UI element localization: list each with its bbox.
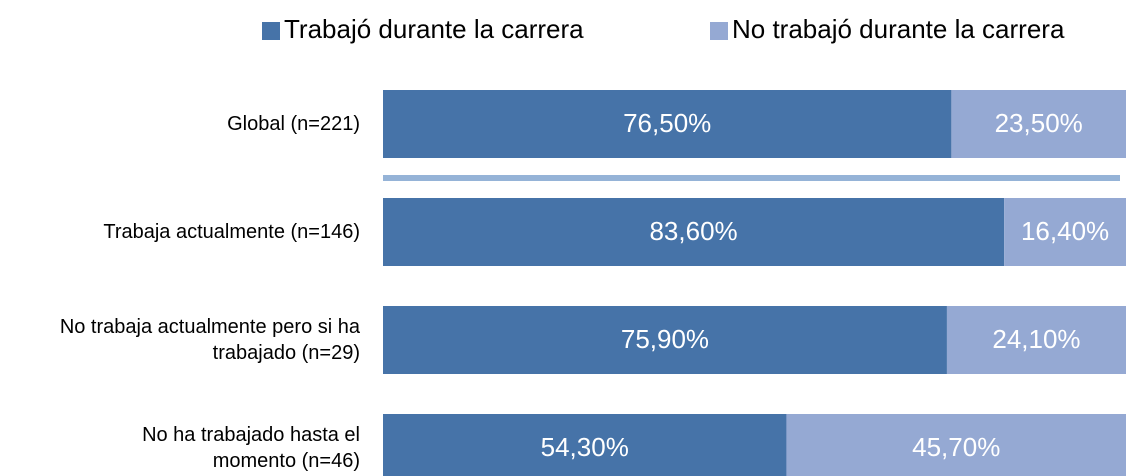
- bar-segment: [383, 198, 1005, 266]
- separator: [383, 175, 1120, 181]
- legend-label: Trabajó durante la carrera: [284, 14, 584, 44]
- bar-segment: [383, 306, 947, 374]
- value-label: 54,30%: [541, 432, 629, 462]
- value-label: 45,70%: [912, 432, 1000, 462]
- value-label: 76,50%: [623, 108, 711, 138]
- category-label: Global (n=221): [227, 113, 360, 135]
- value-label: 75,90%: [621, 324, 709, 354]
- bar-segment: [1004, 198, 1126, 266]
- legend-label: No trabajó durante la carrera: [732, 14, 1065, 44]
- value-label: 23,50%: [995, 108, 1083, 138]
- bar-segment: [946, 306, 1126, 374]
- legend-swatch: [262, 22, 280, 40]
- category-label: No ha trabajado hasta el momento (n=46): [142, 424, 360, 472]
- category-label: Trabaja actualmente (n=146): [103, 221, 360, 243]
- bar-segment: [383, 414, 787, 476]
- legend-swatch: [710, 22, 728, 40]
- bar-segment: [951, 90, 1126, 158]
- category-label: No trabaja actualmente pero si ha trabaj…: [59, 316, 360, 364]
- value-label: 83,60%: [649, 216, 737, 246]
- bar-segment: [383, 90, 952, 158]
- value-label: 24,10%: [992, 324, 1080, 354]
- bar-segment: [786, 414, 1126, 476]
- value-label: 16,40%: [1021, 216, 1109, 246]
